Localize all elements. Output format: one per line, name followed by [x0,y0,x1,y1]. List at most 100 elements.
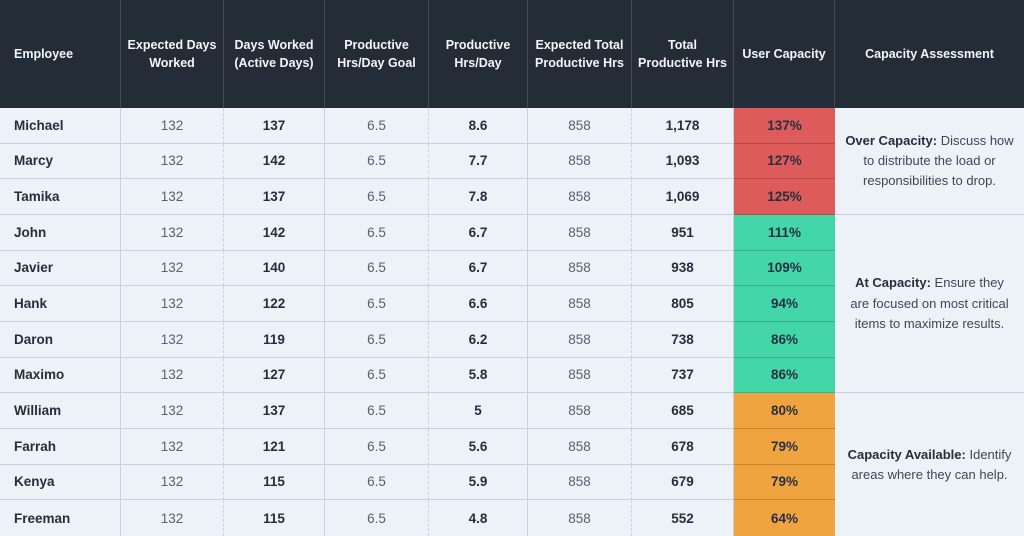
cell-freeman-capacity: 64% [734,500,835,536]
cell-farrah-hrs_day: 5.6 [429,429,528,465]
cell-kenya-hrs_day: 5.9 [429,464,528,501]
cell-michael-expected_days: 132 [121,108,224,144]
cell-freeman-hrs_day: 4.8 [429,500,528,536]
cell-michael-expected_total: 858 [528,108,632,144]
cell-freeman-employee: Freeman [0,500,121,536]
cell-javier-days_worked: 140 [224,250,325,287]
cell-kenya-expected_total: 858 [528,464,632,501]
cell-maximo-total: 737 [632,357,734,394]
cell-tamika-expected_total: 858 [528,179,632,215]
cell-farrah-total: 678 [632,429,734,465]
cell-hank-hrs_day: 6.6 [429,286,528,322]
cell-john-expected_total: 858 [528,215,632,251]
cell-michael-days_worked: 137 [224,108,325,144]
cell-daron-total: 738 [632,322,734,358]
cell-freeman-days_worked: 115 [224,500,325,536]
cell-kenya-expected_days: 132 [121,464,224,501]
column-header-hrs_day: Productive Hrs/Day [429,0,528,108]
column-header-days_worked: Days Worked (Active Days) [224,0,325,108]
cell-kenya-days_worked: 115 [224,464,325,501]
cell-marcy-expected_total: 858 [528,143,632,180]
cell-daron-employee: Daron [0,322,121,358]
cell-javier-total: 938 [632,250,734,287]
column-header-total: Total Productive Hrs [632,0,734,108]
cell-marcy-hrs_day: 7.7 [429,143,528,180]
cell-tamika-capacity: 125% [734,179,835,215]
cell-maximo-capacity: 86% [734,357,835,394]
cell-farrah-days_worked: 121 [224,429,325,465]
cell-tamika-employee: Tamika [0,179,121,215]
cell-hank-days_worked: 122 [224,286,325,322]
cell-michael-total: 1,178 [632,108,734,144]
assessment-label: Over Capacity: [845,132,938,148]
cell-hank-goal: 6.5 [325,286,429,322]
cell-john-employee: John [0,215,121,251]
assessment-available-capacity: Capacity Available: Identify areas where… [835,393,1024,536]
cell-hank-capacity: 94% [734,286,835,322]
cell-hank-expected_days: 132 [121,286,224,322]
cell-maximo-goal: 6.5 [325,357,429,394]
cell-william-employee: William [0,393,121,429]
cell-freeman-total: 552 [632,500,734,536]
column-header-assessment: Capacity Assessment [865,46,994,61]
cell-hank-expected_total: 858 [528,286,632,322]
cell-kenya-employee: Kenya [0,464,121,501]
cell-john-total: 951 [632,215,734,251]
cell-daron-goal: 6.5 [325,322,429,358]
cell-michael-hrs_day: 8.6 [429,108,528,144]
cell-maximo-expected_total: 858 [528,357,632,394]
column-header-goal: Productive Hrs/Day Goal [325,0,429,108]
cell-william-total: 685 [632,393,734,429]
assessment-at-capacity: At Capacity: Ensure they are focused on … [835,215,1024,394]
cell-farrah-goal: 6.5 [325,429,429,465]
cell-kenya-goal: 6.5 [325,464,429,501]
cell-marcy-total: 1,093 [632,143,734,180]
cell-john-capacity: 111% [734,215,835,251]
cell-maximo-days_worked: 127 [224,357,325,394]
cell-tamika-total: 1,069 [632,179,734,215]
cell-daron-hrs_day: 6.2 [429,322,528,358]
cell-javier-goal: 6.5 [325,250,429,287]
cell-john-hrs_day: 6.7 [429,215,528,251]
cell-marcy-employee: Marcy [0,143,121,180]
cell-javier-hrs_day: 6.7 [429,250,528,287]
cell-maximo-hrs_day: 5.8 [429,357,528,394]
cell-john-days_worked: 142 [224,215,325,251]
assessment-text: Identify areas where they can help. [851,446,1012,482]
table-body: Michael 132 137 6.5 8.6 858 1,178 137% Marcy 132 1… [0,108,1024,536]
assessment-text: Discuss how to distribute the load or re… [863,132,1014,189]
cell-william-expected_days: 132 [121,393,224,429]
cell-maximo-expected_days: 132 [121,357,224,394]
cell-william-capacity: 80% [734,393,835,429]
table-header: Employee Expected Days Worked Days Worked … [0,0,1024,108]
assessment-label: Capacity Available: [847,446,966,462]
cell-william-goal: 6.5 [325,393,429,429]
cell-john-goal: 6.5 [325,215,429,251]
cell-tamika-goal: 6.5 [325,179,429,215]
assessment-label: At Capacity: [855,275,931,291]
cell-maximo-employee: Maximo [0,357,121,394]
cell-javier-expected_days: 132 [121,250,224,287]
column-header-capacity: User Capacity [734,0,835,108]
cell-michael-capacity: 137% [734,108,835,144]
cell-john-expected_days: 132 [121,215,224,251]
cell-farrah-capacity: 79% [734,429,835,465]
cell-javier-employee: Javier [0,250,121,287]
cell-farrah-employee: Farrah [0,429,121,465]
column-header-employee: Employee [0,0,121,108]
cell-william-days_worked: 137 [224,393,325,429]
column-header-expected_total: Expected Total Productive Hrs [528,0,632,108]
cell-hank-total: 805 [632,286,734,322]
cell-marcy-capacity: 127% [734,143,835,180]
cell-hank-employee: Hank [0,286,121,322]
cell-michael-employee: Michael [0,108,121,144]
assessment-over-capacity: Over Capacity: Discuss how to distribute… [835,108,1024,215]
cell-daron-expected_days: 132 [121,322,224,358]
cell-michael-goal: 6.5 [325,108,429,144]
cell-marcy-goal: 6.5 [325,143,429,180]
cell-farrah-expected_total: 858 [528,429,632,465]
cell-freeman-expected_total: 858 [528,500,632,536]
cell-farrah-expected_days: 132 [121,429,224,465]
cell-javier-expected_total: 858 [528,250,632,287]
